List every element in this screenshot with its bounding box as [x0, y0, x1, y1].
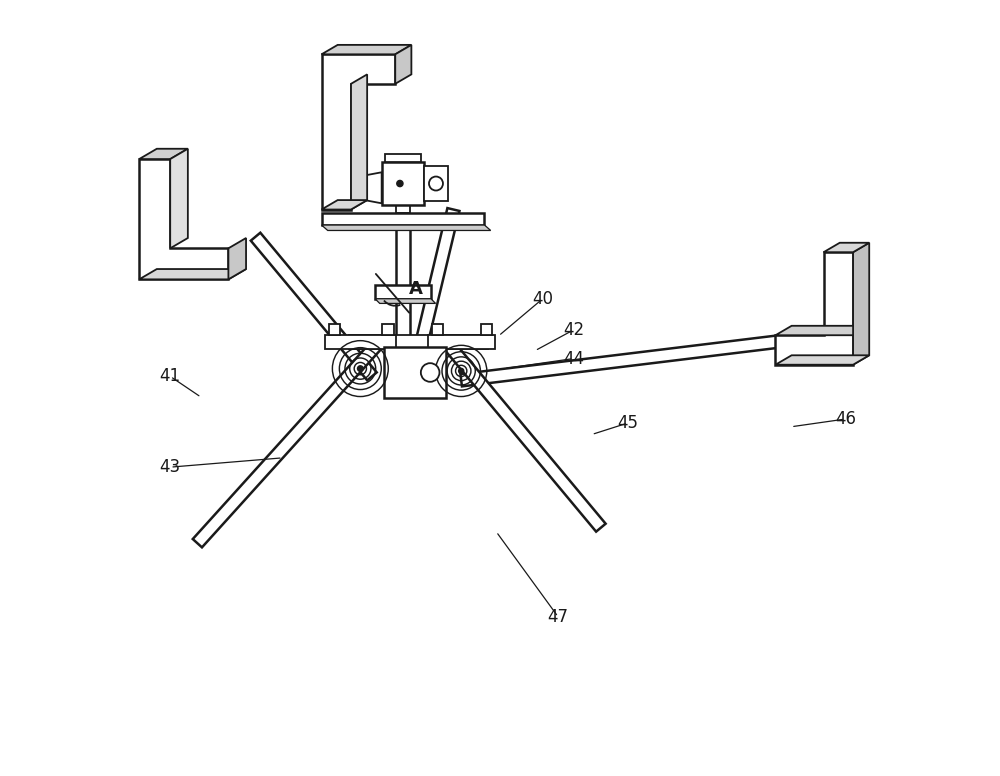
Text: 46: 46	[835, 410, 856, 428]
Polygon shape	[322, 45, 411, 54]
Text: 40: 40	[532, 289, 553, 308]
Polygon shape	[139, 149, 188, 159]
Polygon shape	[424, 166, 448, 201]
Polygon shape	[385, 154, 421, 162]
Polygon shape	[396, 203, 410, 213]
Polygon shape	[382, 162, 424, 205]
Polygon shape	[775, 355, 869, 365]
Polygon shape	[853, 243, 869, 365]
Polygon shape	[432, 324, 443, 335]
Polygon shape	[375, 285, 431, 299]
Polygon shape	[251, 233, 377, 380]
Polygon shape	[395, 45, 411, 84]
Polygon shape	[775, 252, 853, 365]
Text: 44: 44	[563, 349, 584, 368]
Polygon shape	[357, 172, 382, 203]
Polygon shape	[170, 149, 188, 248]
Polygon shape	[322, 225, 491, 230]
Text: 47: 47	[548, 608, 569, 626]
Text: 41: 41	[160, 367, 181, 386]
Polygon shape	[322, 54, 395, 210]
Polygon shape	[139, 269, 246, 279]
Polygon shape	[441, 338, 606, 532]
Polygon shape	[375, 299, 436, 303]
Circle shape	[459, 369, 464, 373]
Polygon shape	[322, 213, 484, 225]
Polygon shape	[428, 335, 495, 349]
Text: 45: 45	[618, 414, 639, 432]
Circle shape	[397, 180, 403, 187]
Text: A: A	[409, 280, 423, 299]
Polygon shape	[329, 324, 340, 335]
Polygon shape	[396, 221, 410, 384]
Polygon shape	[481, 324, 492, 335]
Circle shape	[421, 363, 439, 382]
Polygon shape	[193, 338, 384, 547]
Polygon shape	[325, 335, 396, 349]
Polygon shape	[460, 335, 780, 386]
Polygon shape	[228, 238, 246, 279]
Text: 43: 43	[160, 458, 181, 476]
Polygon shape	[139, 159, 228, 279]
Polygon shape	[824, 243, 869, 252]
Text: 42: 42	[563, 320, 584, 339]
Polygon shape	[775, 326, 869, 335]
Polygon shape	[405, 208, 459, 390]
Polygon shape	[384, 348, 446, 397]
Polygon shape	[382, 324, 394, 335]
Polygon shape	[351, 74, 367, 210]
Circle shape	[358, 365, 363, 372]
Polygon shape	[322, 200, 367, 210]
Polygon shape	[349, 335, 488, 349]
